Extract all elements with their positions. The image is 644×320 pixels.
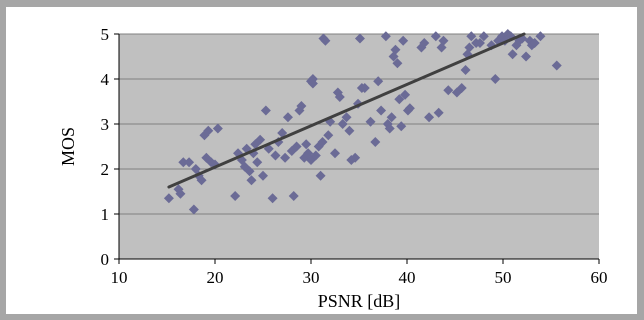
data-point	[359, 83, 370, 93]
data-point	[551, 60, 562, 71]
data-point	[478, 31, 489, 42]
y-tick-label: 0	[101, 250, 110, 269]
data-point	[419, 38, 430, 48]
data-point	[315, 170, 326, 181]
data-point	[424, 112, 435, 123]
data-point	[196, 175, 207, 186]
data-point	[282, 112, 293, 123]
data-point	[203, 125, 214, 136]
y-axis-title: MOS	[58, 127, 78, 166]
data-point	[341, 112, 352, 123]
data-point	[398, 35, 409, 46]
data-point	[490, 74, 501, 84]
data-point	[330, 148, 340, 159]
data-point	[354, 33, 365, 44]
data-point	[288, 191, 299, 201]
data-point	[438, 35, 449, 46]
data-point	[474, 38, 485, 48]
data-point	[296, 101, 307, 111]
data-point	[270, 150, 281, 161]
y-tick-label: 2	[101, 160, 110, 179]
x-tick-label: 20	[207, 268, 224, 287]
x-tick-label: 40	[399, 268, 416, 287]
data-point	[394, 94, 405, 105]
data-point	[456, 83, 467, 93]
x-tick-label: 50	[495, 268, 512, 287]
data-point	[464, 42, 475, 53]
data-point	[443, 85, 454, 96]
data-point	[244, 166, 255, 177]
data-point	[246, 175, 257, 186]
data-point	[320, 35, 331, 46]
data-point	[365, 116, 376, 127]
data-point	[400, 89, 411, 100]
scatter-chart: 0 1 2 3 4 5 10 20 30 40 50 60 PSNR [dB] MOS	[58, 25, 608, 311]
data-point	[212, 123, 223, 134]
y-tick-label: 5	[101, 25, 110, 44]
data-point	[337, 119, 348, 129]
data-point	[260, 105, 271, 116]
x-tick-label: 60	[591, 268, 608, 287]
data-point	[529, 38, 540, 48]
data-point	[317, 137, 328, 147]
data-point	[323, 130, 334, 141]
data-point	[175, 188, 186, 199]
data-point	[255, 134, 266, 145]
y-tick-label: 1	[101, 205, 110, 224]
data-point	[396, 121, 407, 132]
data-point	[280, 152, 291, 163]
x-axis-title: PSNR [dB]	[318, 291, 401, 311]
chart-frame: 0 1 2 3 4 5 10 20 30 40 50 60 PSNR [dB] MOS	[6, 7, 637, 314]
data-point	[460, 65, 471, 75]
data-point	[384, 123, 395, 134]
data-point	[230, 191, 241, 201]
data-point	[252, 157, 263, 168]
data-point	[370, 137, 381, 147]
data-point	[433, 107, 444, 118]
y-tick-label: 3	[101, 115, 110, 134]
data-point	[430, 31, 441, 42]
data-point	[310, 150, 321, 161]
data-point	[350, 152, 361, 163]
data-point	[301, 139, 312, 150]
data-point	[344, 125, 355, 136]
data-point	[267, 193, 278, 204]
data-point	[291, 141, 302, 152]
y-tick-label: 4	[101, 70, 110, 89]
data-point	[258, 170, 268, 181]
data-point	[466, 31, 477, 42]
data-point	[521, 51, 532, 62]
data-point	[307, 74, 318, 84]
data-point	[392, 58, 403, 69]
data-point	[334, 92, 345, 102]
x-tick-label: 10	[111, 268, 128, 287]
data-point	[507, 49, 518, 60]
data-point	[386, 112, 397, 123]
data-point	[404, 103, 415, 114]
data-point	[163, 193, 174, 204]
trendline	[167, 32, 526, 189]
x-tick-label: 30	[303, 268, 320, 287]
plot-area	[119, 34, 599, 259]
data-point	[178, 157, 189, 168]
data-point	[373, 76, 384, 87]
data-point	[376, 105, 387, 116]
data-point	[535, 31, 546, 42]
data-point	[390, 44, 401, 55]
data-point	[184, 157, 195, 168]
data-point	[380, 31, 391, 42]
data-point	[188, 204, 199, 215]
